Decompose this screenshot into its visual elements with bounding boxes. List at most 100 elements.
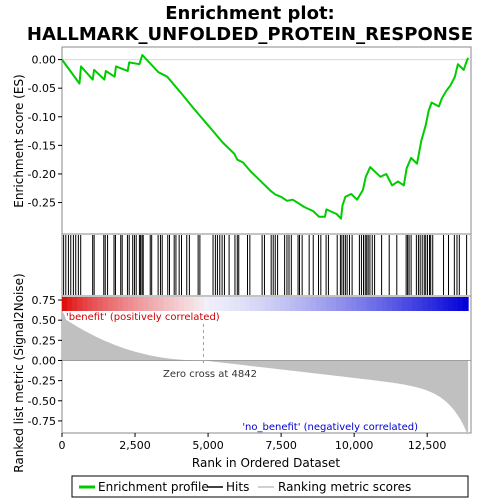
hits-panel [61,233,472,297]
rank-bar-segment [361,297,368,311]
rank-bar-segment [199,297,205,311]
negative-correlation-label: 'no_benefit' (negatively correlated) [242,422,418,433]
rank-bar-segment [249,297,256,311]
rank-bar-segment [432,297,439,311]
es-line [61,54,470,220]
rank-bar-segment [87,297,94,311]
rank-color-bar [62,297,469,311]
rank-bar-segment [336,297,342,311]
rank-bar-segment [295,297,302,311]
es-y-tick-label: -0.15 [28,139,56,152]
rank-bar-segment [183,297,190,311]
rank-bar-segment [67,297,73,311]
rank-bar-segment [290,297,297,311]
rank-bar-segment [280,297,286,311]
rank-bar-segment [366,297,373,311]
legend-es-text: Enrichment profile [98,480,209,494]
rank-bar-segment [178,297,185,311]
rank-bar-segment [163,297,170,311]
metric-y-label: Ranked list metric (Signal2Noise) [12,273,26,472]
rank-bar-segment [173,297,180,311]
rank-bar-segment [285,297,292,311]
rank-bar-segment [117,297,124,311]
rank-bar-segment [325,297,332,311]
chart-title-line1: Enrichment plot: [165,3,335,24]
rank-bar-segment [148,297,154,311]
rank-bar-segment [62,297,68,311]
metric-y-tick-label: -0.50 [28,395,56,408]
x-tick-label: 5,000 [192,439,224,452]
hit-ticks [63,235,468,295]
rank-bar-segment [158,297,165,311]
rank-bar-segment [127,297,134,311]
metric-area [62,312,469,436]
ranking-metric-area [62,312,471,436]
rank-bar-segment [422,297,429,311]
rank-bar-segment [320,297,327,311]
rank-bar-segment [371,297,378,311]
rank-bar-segment [122,297,129,311]
zero-cross-label: Zero cross at 4842 [163,369,257,380]
x-tick-label: 12,500 [408,439,447,452]
es-y-tick-label: 0.00 [32,54,57,67]
es-y-label: Enrichment score (ES) [12,74,26,207]
es-panel [61,46,472,235]
rank-bar-segment [457,297,464,311]
rank-bar-segment [376,297,383,311]
rank-bar-segment [300,297,307,311]
legend-hits-text: Hits [226,480,249,494]
rank-bar-segment [351,297,358,311]
rank-bar-segment [417,297,423,311]
rank-bar-segment [168,297,175,311]
rank-bar-segment [341,297,347,311]
rank-bar-segment [265,297,271,311]
rank-bar-segment [452,297,459,311]
x-tick-label: 7,500 [265,439,297,452]
metric-y-tick-label: 0.00 [32,354,57,367]
rank-bar-segment [77,297,83,311]
es-y-tick-label: -0.05 [28,82,56,95]
rank-bar-segment [442,297,449,311]
x-axis-label: Rank in Ordered Dataset [192,456,340,470]
rank-bar-segment [356,297,363,311]
rank-bar-segment [229,297,236,311]
rank-bar-segment [133,297,139,311]
rank-bar-segment [412,297,418,311]
rank-bar-segment [346,297,352,311]
rank-bar-segment [112,297,119,311]
rank-bar-segment [82,297,88,311]
x-tick-label: 0 [59,439,66,452]
es-y-tick-label: -0.20 [28,168,56,181]
rank-bar-segment [437,297,444,311]
es-y-axis: 0.00 -0.05 -0.10 -0.15 -0.20 -0.25 [28,54,471,210]
rank-bar-segment [315,297,322,311]
rank-bar-segment [259,297,266,311]
rank-bar-segment [397,297,403,311]
rank-bar-segment [107,297,114,311]
rank-bar-segment [92,297,99,311]
rank-bar-segment [153,297,160,311]
rank-bar-segment [402,297,408,311]
rank-bar-segment [138,297,144,311]
es-y-tick-label: -0.10 [28,111,56,124]
rank-bar-segment [427,297,434,311]
rank-bar-segment [97,297,104,311]
positive-correlation-label: 'benefit' (positively correlated) [66,312,220,323]
metric-y-axis: 0.75 0.50 0.25 0.00 -0.25 -0.50 -0.75 [28,294,62,428]
chart-title-line2: HALLMARK_UNFOLDED_PROTEIN_RESPONSE [27,24,473,45]
rank-bar-segment [331,297,337,311]
x-tick-label: 10,000 [335,439,374,452]
rank-bar-segment [407,297,413,311]
rank-bar-segment [381,297,388,311]
rank-bar-segment [224,297,231,311]
rank-bar-segment [391,297,398,311]
rank-bar-segment [72,297,78,311]
rank-bar-segment [447,297,454,311]
rank-bar-segment [143,297,149,311]
rank-bar-segment [193,297,200,311]
rank-bar-segment [310,297,317,311]
rank-bar-segment [270,297,276,311]
rank-bar-segment [254,297,261,311]
rank-bar-segment [275,297,281,311]
